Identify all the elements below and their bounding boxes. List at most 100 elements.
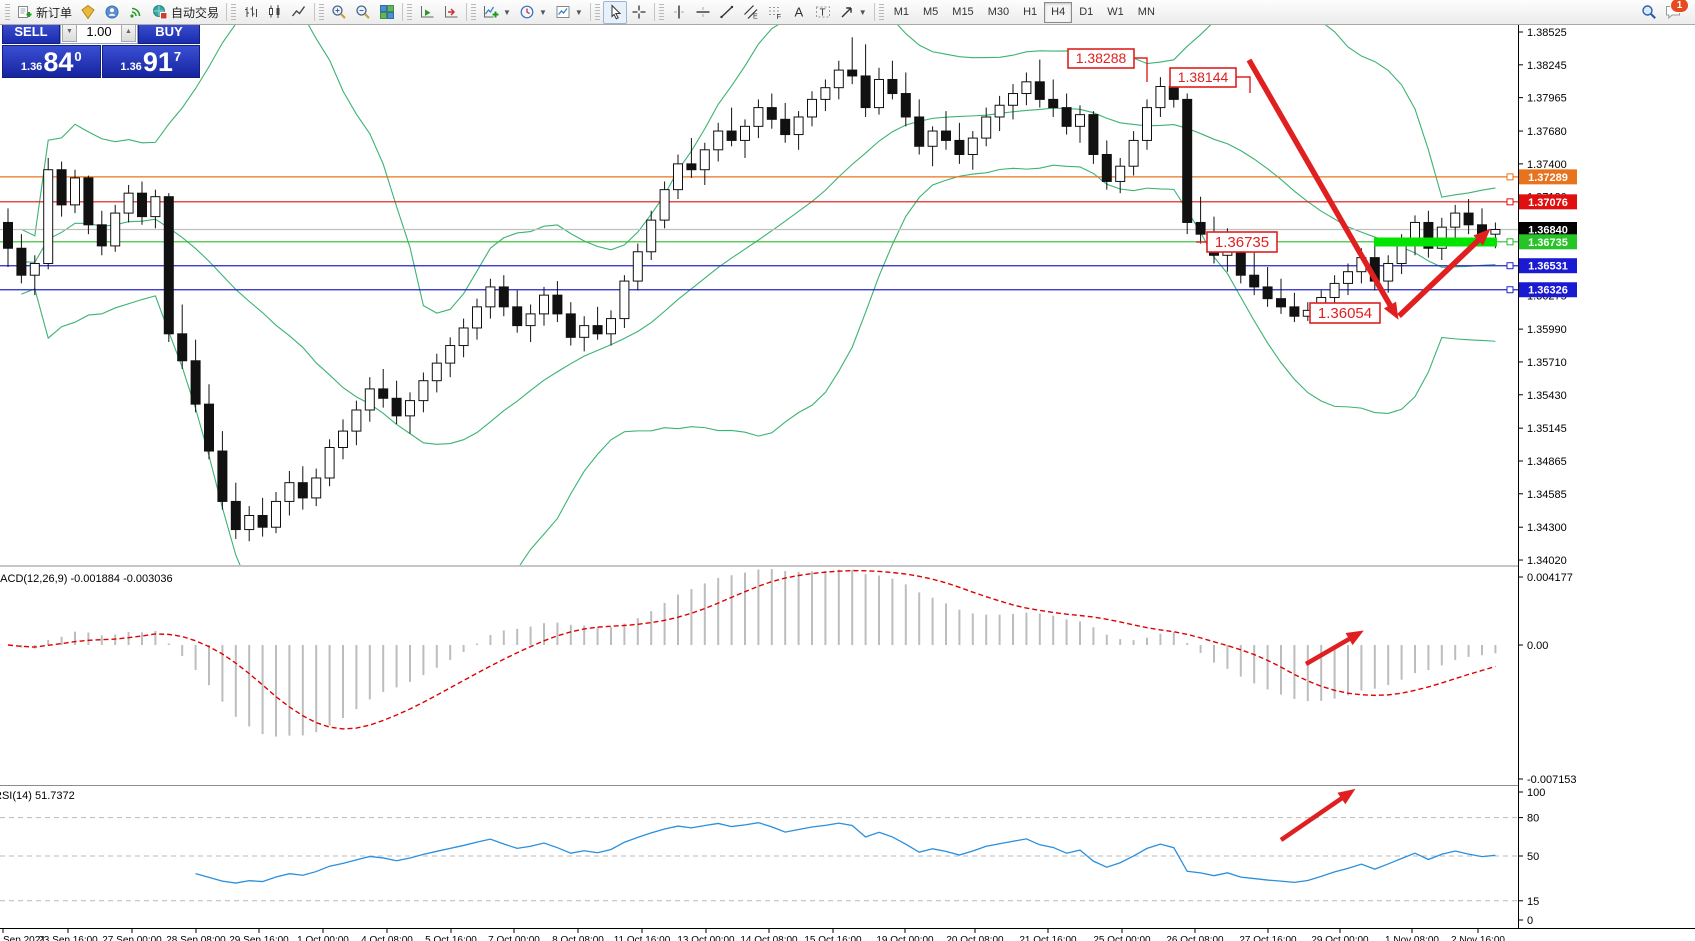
time-axis-label: 27 Sep 00:00	[102, 935, 162, 941]
time-axis-label: 14 Oct 08:00	[740, 935, 798, 941]
price-tick-label: 1.35710	[1527, 357, 1567, 369]
buy-price-button[interactable]: 1.36 91 7	[101, 45, 200, 78]
fibonacci-button[interactable]: F	[763, 1, 787, 24]
volume-input[interactable]: 1.00	[86, 23, 112, 39]
price-annotation-box[interactable]	[1309, 302, 1381, 324]
time-axis-label: 2 Nov 16:00	[1451, 935, 1505, 941]
line-anchor[interactable]	[1506, 286, 1514, 294]
macd-signal-line	[7, 569, 1496, 730]
templates-button[interactable]: ▼	[551, 1, 587, 24]
svg-text:A: A	[794, 5, 803, 20]
bars-icon	[245, 6, 258, 17]
time-axis-label: 23 Sep 16:00	[38, 935, 98, 941]
price-tick-label: 1.37680	[1527, 126, 1567, 138]
label-icon: T	[815, 6, 830, 19]
price-annotation-text: 1.38288	[1076, 50, 1127, 66]
trend-arrow[interactable]	[1397, 237, 1482, 318]
notifications-button[interactable]: 1	[1661, 0, 1689, 24]
zoom-in-button[interactable]	[327, 1, 351, 24]
timeframe-w1-button[interactable]: W1	[1107, 6, 1124, 18]
metaeditor-button[interactable]	[76, 1, 100, 24]
price-annotation-box[interactable]	[1067, 48, 1135, 69]
price-annotation-text: 1.36735	[1215, 234, 1269, 251]
new-order-button[interactable]: 新订单	[13, 1, 76, 24]
horizontal-line-button[interactable]	[691, 1, 715, 24]
line-anchor[interactable]	[1506, 238, 1514, 246]
bar-chart-mode-button[interactable]	[239, 1, 263, 24]
sell-price-main: 84	[43, 47, 74, 77]
line-anchor[interactable]	[1506, 198, 1514, 206]
price-annotation-box[interactable]	[1206, 231, 1278, 253]
timeframe-h1-button[interactable]: H1	[1023, 6, 1038, 18]
support-zone-bar[interactable]	[1374, 237, 1497, 247]
line-chart-mode-button[interactable]	[287, 1, 311, 24]
bollinger-lower-band	[21, 164, 1496, 565]
vertical-line-button[interactable]	[667, 1, 691, 24]
line-anchor[interactable]	[1506, 262, 1514, 270]
timeframe-m5-button[interactable]: M5	[923, 6, 939, 18]
price-panel	[0, 25, 1518, 565]
time-axis-label: 1 Nov 08:00	[1385, 935, 1439, 941]
timeframe-d1-button[interactable]: D1	[1079, 6, 1094, 18]
timeframe-m1-button[interactable]: M1	[893, 6, 909, 18]
cursor-button[interactable]	[602, 0, 627, 24]
time-axis-label: 29 Sep 16:00	[229, 935, 289, 941]
time-axis-label: 11 Oct 16:00	[614, 935, 671, 941]
time-axis-label: 26 Oct 08:00	[1166, 935, 1224, 941]
search-icon	[1642, 5, 1656, 19]
autotrading-button[interactable]: 自动交易	[148, 1, 223, 24]
price-annotation-box[interactable]	[1169, 67, 1237, 88]
price-line-badge-text: 1.37076	[1528, 197, 1568, 209]
price-line-badge	[1519, 282, 1577, 298]
macd-label: MACD(12,26,9) -0.001884 -0.003036	[0, 573, 173, 585]
signals-button[interactable]	[124, 1, 148, 24]
chart-background	[0, 25, 1695, 941]
notification-badge: 1	[1670, 0, 1689, 13]
templates-icon	[556, 6, 570, 18]
time-axis-label: 15 Oct 16:00	[804, 935, 862, 941]
timeframe-m15-button[interactable]: M15	[952, 6, 974, 18]
arrows-tool-caret-icon[interactable]: ▼	[858, 7, 867, 17]
chart-canvas[interactable]: MACD(12,26,9) -0.001884 -0.003036 RSI(14)…	[0, 25, 1695, 941]
timeframe-h4-button[interactable]: H4	[1044, 1, 1073, 23]
indicators-button[interactable]: ▼	[479, 1, 515, 24]
trendline-button[interactable]	[715, 1, 739, 24]
candlestick-mode-button[interactable]	[263, 1, 287, 24]
price-tick-label: 1.37965	[1527, 93, 1567, 105]
channel-icon: E	[743, 5, 758, 20]
search-button[interactable]	[1637, 1, 1661, 24]
rsi-panel	[0, 817, 1518, 902]
chart-shift-button[interactable]	[439, 1, 463, 24]
buy-price-pip: 7	[173, 49, 182, 64]
sell-price-button[interactable]: 1.36 84 0	[2, 45, 101, 78]
community-button[interactable]	[100, 1, 124, 24]
time-axis-label: 19 Oct 00:00	[876, 935, 934, 941]
price-tick-label: 1.34300	[1527, 522, 1567, 534]
periods-button[interactable]: ▼	[515, 1, 551, 24]
bollinger-middle-band	[21, 107, 1496, 445]
trend-arrow[interactable]	[1279, 795, 1345, 842]
timeframe-m30-button[interactable]: M30	[987, 6, 1010, 18]
timeframe-mn-button[interactable]: MN	[1137, 6, 1155, 18]
svg-text:F: F	[776, 12, 781, 20]
candles-icon	[269, 5, 280, 18]
zoom-out-button[interactable]	[351, 1, 375, 24]
trend-arrow[interactable]	[1304, 636, 1352, 666]
line-anchor[interactable]	[1506, 173, 1514, 181]
arrows-tool-button[interactable]: ▼	[835, 1, 871, 24]
equidistant-channel-button[interactable]: E	[739, 1, 763, 24]
auto-scroll-button[interactable]	[415, 1, 439, 24]
price-line-badge-text: 1.36326	[1528, 285, 1568, 297]
templates-caret-icon[interactable]: ▼	[574, 7, 583, 17]
text-label-button[interactable]: T	[811, 1, 835, 24]
price-tick-label: 1.38245	[1527, 60, 1567, 72]
indicators-caret-icon[interactable]: ▼	[503, 7, 511, 17]
periods-caret-icon[interactable]: ▼	[538, 7, 547, 17]
price-annotation-text: 1.36054	[1318, 305, 1372, 322]
crosshair-button[interactable]	[627, 1, 651, 24]
tile-windows-button[interactable]	[375, 1, 399, 24]
text-button[interactable]: A	[787, 1, 811, 24]
price-tick-label: 1.34020	[1527, 555, 1567, 567]
time-axis-label: 7 Oct 00:00	[488, 935, 540, 941]
trend-arrow[interactable]	[1246, 58, 1394, 309]
